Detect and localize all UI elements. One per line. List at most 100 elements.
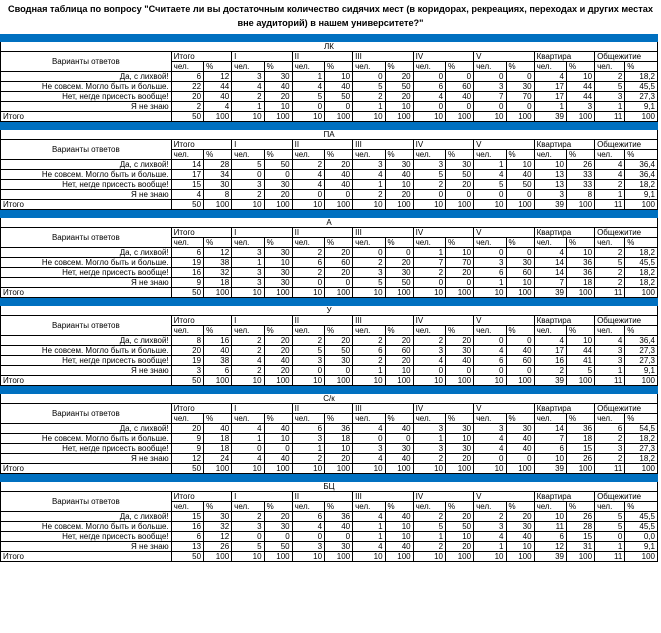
cell-value: 1 [473, 277, 507, 288]
total-value: 10 [412, 111, 447, 122]
cell-value: 1 [594, 541, 626, 552]
cell-value: 0 [473, 247, 507, 258]
total-value: 10 [352, 287, 386, 298]
subheader-percent: % [445, 413, 475, 424]
cell-value: 6 [170, 71, 205, 82]
section-name: У [0, 305, 658, 316]
cell-value: 36 [565, 267, 596, 278]
answer-label: Да, с лихвой! [0, 159, 172, 170]
variants-header: Варианты ответов [0, 491, 172, 512]
subheader-percent: % [324, 413, 354, 424]
cell-value: 0 [352, 71, 386, 82]
cell-value: 1 [412, 531, 447, 542]
total-value: 100 [565, 375, 596, 386]
total-value: 10 [352, 551, 386, 562]
cell-value: 18 [203, 277, 233, 288]
cell-value: 30 [505, 521, 535, 532]
cell-value: 10 [445, 433, 475, 444]
cell-value: 2 [352, 189, 386, 200]
section-name-row: ПА [0, 129, 658, 140]
cell-value: 20 [263, 189, 293, 200]
cell-value: 2 [291, 453, 326, 464]
table-row: Да, с лихвой! 6 12 3 30 1 10 0 20 0 0 0 0 4 10 2 18,2 [0, 71, 658, 82]
total-value: 10 [291, 463, 326, 474]
group-header: II [291, 227, 354, 238]
subheader-count: чел. [412, 61, 447, 72]
section-band [0, 210, 658, 218]
subheader-count: чел. [533, 501, 567, 512]
subheader-percent: % [565, 149, 596, 160]
cell-value: 10 [533, 159, 567, 170]
total-value: 100 [384, 551, 414, 562]
answer-label: Я не знаю [0, 277, 172, 288]
cell-value: 0 [412, 365, 447, 376]
cell-value: 50 [384, 277, 414, 288]
cell-value: 26 [565, 159, 596, 170]
cell-value: 1 [473, 159, 507, 170]
subheader-percent: % [445, 149, 475, 160]
cell-value: 0 [505, 365, 535, 376]
cell-value: 1 [412, 247, 447, 258]
cell-value: 40 [505, 433, 535, 444]
cell-value: 2 [412, 541, 447, 552]
cell-value: 3 [291, 355, 326, 366]
group-header: IV [412, 403, 475, 414]
answer-label: Нет, негде присесть вообще! [0, 267, 172, 278]
cell-value: 2 [352, 355, 386, 366]
cell-value: 10 [565, 335, 596, 346]
group-header: I [231, 51, 293, 62]
group-header: IV [412, 227, 475, 238]
cell-value: 1 [352, 521, 386, 532]
cell-value: 5 [594, 511, 626, 522]
total-value: 100 [624, 199, 658, 210]
cell-value: 4 [352, 453, 386, 464]
answer-label: Я не знаю [0, 541, 172, 552]
cell-value: 44 [203, 81, 233, 92]
total-value: 10 [291, 111, 326, 122]
answer-label: Да, с лихвой! [0, 71, 172, 82]
cell-value: 20 [170, 91, 205, 102]
total-value: 100 [384, 463, 414, 474]
table-row: Да, с лихвой! 6 12 3 30 2 20 0 0 1 10 0 0 4 10 2 18,2 [0, 247, 658, 258]
cell-value: 1 [533, 101, 567, 112]
cell-value: 34 [203, 169, 233, 180]
cell-value: 10 [384, 101, 414, 112]
cell-value: 10 [533, 511, 567, 522]
cell-value: 4 [291, 81, 326, 92]
cell-value: 4 [594, 159, 626, 170]
cell-value: 3 [594, 91, 626, 102]
table-row: Нет, негде присесть вообще! 6 12 0 0 0 0 1 10 1 10… [0, 531, 658, 542]
cell-value: 1 [594, 101, 626, 112]
cell-value: 3 [473, 521, 507, 532]
cell-value: 0 [445, 101, 475, 112]
cell-value: 30 [445, 159, 475, 170]
cell-value: 6 [291, 511, 326, 522]
section-name: ЛК [0, 41, 658, 52]
cell-value: 5 [352, 81, 386, 92]
cell-value: 20 [445, 453, 475, 464]
subheader-percent: % [565, 413, 596, 424]
total-value: 50 [170, 463, 205, 474]
cell-value: 30 [384, 159, 414, 170]
table-title: Сводная таблица по вопросу "Считаете ли … [7, 4, 653, 28]
total-label: Итого [0, 463, 172, 474]
group-header: I [231, 491, 293, 502]
cell-value: 20 [384, 355, 414, 366]
answer-label: Да, с лихвой! [0, 247, 172, 258]
cell-value: 32 [203, 267, 233, 278]
cell-value: 3 [473, 257, 507, 268]
subheader-count: чел. [533, 149, 567, 160]
cell-value: 11 [533, 521, 567, 532]
cell-value: 16 [533, 355, 567, 366]
cell-value: 6 [352, 345, 386, 356]
cell-value: 20 [263, 91, 293, 102]
cell-value: 26 [565, 453, 596, 464]
cell-value: 1 [594, 189, 626, 200]
total-value: 10 [352, 463, 386, 474]
group-header: III [352, 227, 414, 238]
subheader-count: чел. [170, 149, 205, 160]
total-value: 39 [533, 551, 567, 562]
cell-value: 10 [324, 71, 354, 82]
group-header: III [352, 403, 414, 414]
cell-value: 40 [263, 81, 293, 92]
